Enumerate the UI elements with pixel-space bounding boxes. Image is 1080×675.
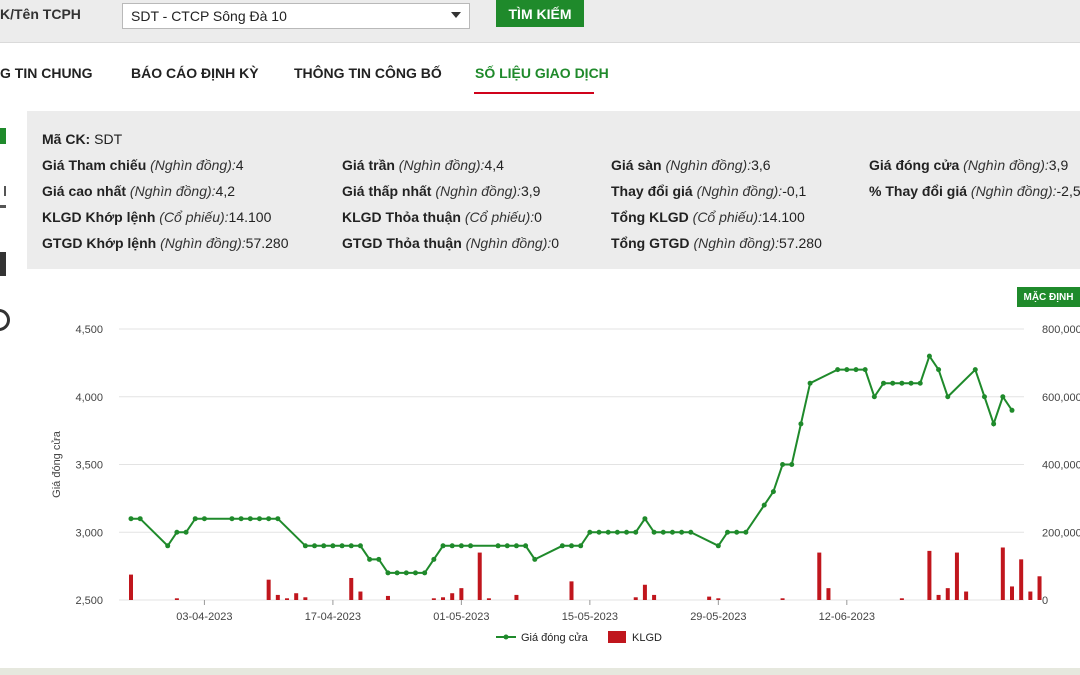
tab-disclosures[interactable]: THÔNG TIN CÔNG BỐ [294, 65, 442, 81]
info-low-price: Giá thấp nhất (Nghìn đồng):3,9 [342, 183, 541, 199]
info-total-value: Tổng GTGD (Nghìn đồng):57.280 [611, 235, 822, 251]
search-label: K/Tên TCPH [0, 6, 81, 22]
refresh-icon[interactable] [0, 309, 10, 331]
company-select-value: SDT - CTCP Sông Đà 10 [131, 8, 287, 24]
tab-bar: G TIN CHUNG BÁO CÁO ĐỊNH KỲ THÔNG TIN CÔ… [0, 54, 1080, 94]
info-price-change: Thay đổi giá (Nghìn đồng):-0,1 [611, 183, 807, 199]
info-ceiling-price: Giá trần (Nghìn đồng):4,4 [342, 157, 504, 173]
chart-icon[interactable] [0, 128, 6, 144]
document-icon[interactable] [0, 252, 6, 276]
tab-trading-data[interactable]: SỐ LIỆU GIAO DỊCH [475, 65, 609, 81]
stock-code: Mã CK: SDT [42, 131, 123, 147]
info-high-price: Giá cao nhất (Nghìn đồng):4,2 [42, 183, 235, 199]
bar-icon[interactable] [0, 186, 6, 196]
company-select[interactable]: SDT - CTCP Sông Đà 10 [122, 3, 470, 29]
default-zoom-button[interactable]: MẶC ĐỊNH [1017, 287, 1080, 307]
info-negotiated-value: GTGD Thỏa thuận (Nghìn đồng):0 [342, 235, 560, 251]
chart-container [27, 272, 1080, 668]
footer-strip [0, 668, 1080, 675]
bar-icon-base [0, 205, 6, 208]
info-matched-volume: KLGD Khớp lệnh (Cổ phiếu):14.100 [42, 209, 272, 225]
active-tab-underline [474, 92, 594, 94]
info-negotiated-volume: KLGD Thỏa thuận (Cổ phiếu):0 [342, 209, 542, 225]
tab-general-info[interactable]: G TIN CHUNG [0, 65, 93, 81]
info-total-volume: Tổng KLGD (Cổ phiếu):14.100 [611, 209, 805, 225]
info-close-price: Giá đóng cửa (Nghìn đồng):3,9 [869, 157, 1069, 173]
dropdown-caret-icon[interactable] [451, 12, 461, 18]
info-floor-price: Giá sàn (Nghìn đồng):3,6 [611, 157, 771, 173]
info-matched-value: GTGD Khớp lệnh (Nghìn đồng):57.280 [42, 235, 289, 251]
info-reference-price: Giá Tham chiếu (Nghìn đồng):4 [42, 157, 244, 173]
info-price-change-pct: % Thay đổi giá (Nghìn đồng):-2,5 [869, 183, 1080, 199]
tab-periodic-reports[interactable]: BÁO CÁO ĐỊNH KỲ [131, 65, 259, 81]
search-bar: K/Tên TCPH SDT - CTCP Sông Đà 10 TÌM KIẾ… [0, 0, 1080, 43]
trading-info-panel: Mã CK: SDT Giá Tham chiếu (Nghìn đồng):4… [27, 111, 1080, 269]
search-button[interactable]: TÌM KIẾM [496, 0, 584, 27]
